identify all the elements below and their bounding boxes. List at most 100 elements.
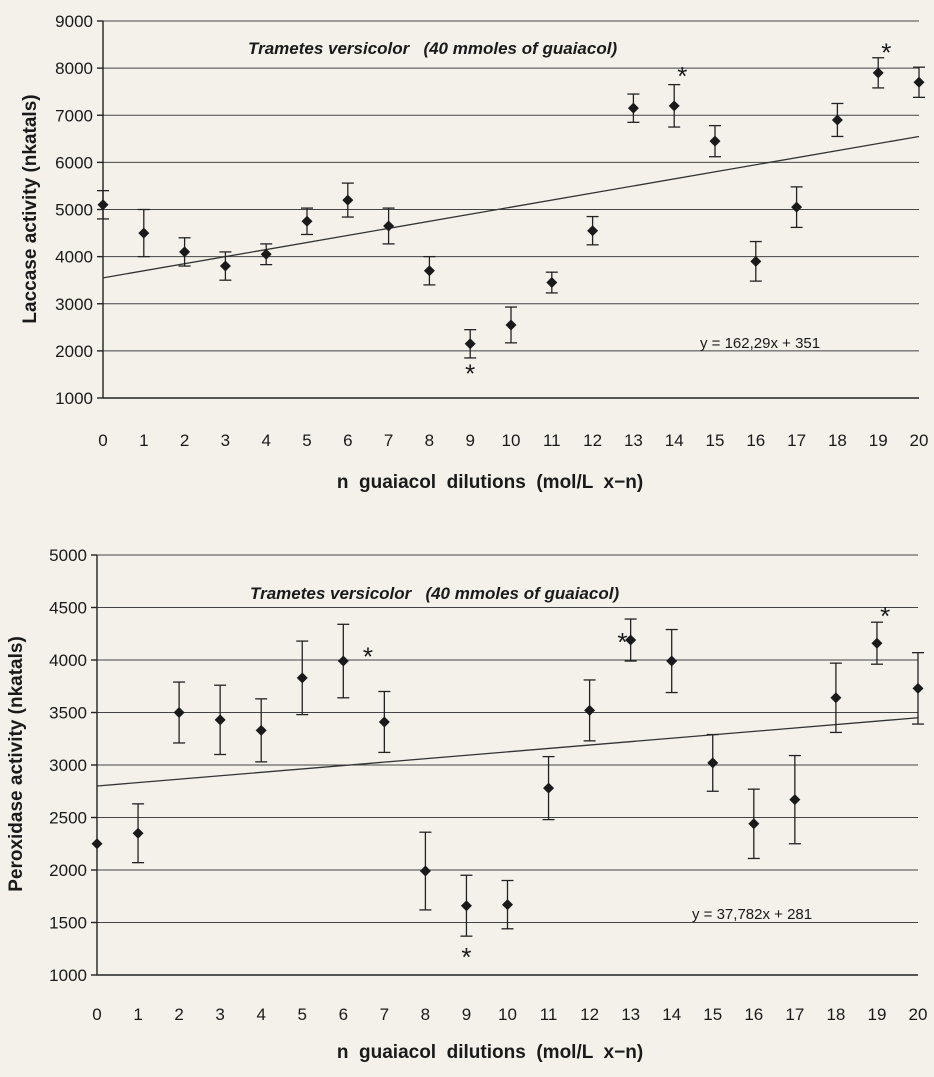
laccase-data-point — [832, 114, 843, 125]
peroxidase-x-tick-label: 0 — [92, 1005, 101, 1024]
peroxidase-x-tick-label: 16 — [744, 1005, 763, 1024]
laccase-x-axis-label: n guaiacol dilutions (mol/L x−n) — [337, 472, 643, 493]
peroxidase-data-point — [871, 638, 882, 649]
laccase-y-axis-label: Laccase activity (nkatals) — [20, 94, 41, 323]
peroxidase-data-point — [133, 828, 144, 839]
peroxidase-data-point — [543, 783, 554, 794]
peroxidase-x-tick-label: 2 — [174, 1005, 183, 1024]
laccase-x-tick-label: 5 — [302, 431, 311, 450]
laccase-y-tick-label: 3000 — [55, 295, 93, 314]
peroxidase-x-tick-label: 7 — [380, 1005, 389, 1024]
laccase-x-tick-label: 4 — [261, 431, 270, 450]
laccase-y-tick-label: 7000 — [55, 106, 93, 125]
peroxidase-x-tick-label: 15 — [703, 1005, 722, 1024]
laccase-data-point — [383, 220, 394, 231]
laccase-data-point — [465, 338, 476, 349]
peroxidase-x-tick-label: 4 — [256, 1005, 265, 1024]
peroxidase-y-tick-label: 2500 — [49, 809, 87, 828]
peroxidase-data-point — [748, 818, 759, 829]
peroxidase-x-tick-label: 18 — [826, 1005, 845, 1024]
peroxidase-significance-asterisk: * — [363, 642, 373, 672]
laccase-x-tick-label: 15 — [706, 431, 725, 450]
laccase-data-point — [302, 216, 313, 227]
laccase-x-tick-label: 1 — [139, 431, 148, 450]
laccase-data-point — [710, 136, 721, 147]
laccase-chart-title: Trametes versicolor (40 mmoles of guaiac… — [248, 39, 617, 58]
peroxidase-x-tick-label: 6 — [339, 1005, 348, 1024]
peroxidase-y-tick-label: 1500 — [49, 914, 87, 933]
peroxidase-y-tick-label: 4000 — [49, 651, 87, 670]
laccase-data-point — [628, 103, 639, 114]
peroxidase-x-tick-label: 11 — [540, 1005, 558, 1024]
peroxidase-data-point — [256, 725, 267, 736]
laccase-data-point — [424, 265, 435, 276]
peroxidase-y-tick-label: 2000 — [49, 861, 87, 880]
peroxidase-x-tick-label: 19 — [867, 1005, 886, 1024]
peroxidase-data-point — [420, 866, 431, 877]
peroxidase-x-tick-label: 17 — [785, 1005, 804, 1024]
laccase-data-point — [587, 225, 598, 236]
laccase-data-point — [914, 77, 925, 88]
peroxidase-significance-asterisk: * — [617, 627, 627, 657]
laccase-significance-asterisk: * — [677, 61, 687, 91]
laccase-x-tick-label: 2 — [180, 431, 189, 450]
peroxidase-x-tick-label: 13 — [621, 1005, 640, 1024]
peroxidase-data-point — [297, 672, 308, 683]
peroxidase-data-point — [707, 757, 718, 768]
laccase-y-tick-label: 8000 — [55, 59, 93, 78]
laccase-data-point — [98, 199, 109, 210]
peroxidase-data-point — [379, 716, 390, 727]
laccase-x-tick-label: 20 — [910, 431, 929, 450]
laccase-x-tick-label: 9 — [465, 431, 474, 450]
laccase-y-tick-label: 2000 — [55, 342, 93, 361]
peroxidase-x-tick-label: 14 — [662, 1005, 681, 1024]
laccase-x-tick-label: 17 — [787, 431, 806, 450]
laccase-significance-asterisk: * — [881, 37, 891, 67]
laccase-x-tick-label: 6 — [343, 431, 352, 450]
peroxidase-y-tick-label: 3000 — [49, 756, 87, 775]
peroxidase-data-point — [830, 692, 841, 703]
peroxidase-data-point — [913, 683, 924, 694]
peroxidase-x-tick-label: 5 — [298, 1005, 307, 1024]
laccase-data-point — [220, 261, 231, 272]
peroxidase-data-point — [174, 707, 185, 718]
peroxidase-data-point — [584, 705, 595, 716]
laccase-x-tick-label: 19 — [869, 431, 888, 450]
peroxidase-y-tick-label: 3500 — [49, 704, 87, 723]
peroxidase-data-point — [502, 899, 513, 910]
peroxidase-data-point — [338, 656, 349, 667]
laccase-x-tick-label: 12 — [583, 431, 602, 450]
laccase-x-tick-label: 16 — [746, 431, 765, 450]
peroxidase-x-tick-label: 3 — [215, 1005, 224, 1024]
peroxidase-data-point — [215, 714, 226, 725]
laccase-data-point — [669, 100, 680, 111]
peroxidase-data-point — [92, 838, 103, 849]
peroxidase-y-tick-label: 1000 — [49, 966, 87, 985]
laccase-data-point — [873, 67, 884, 78]
peroxidase-trend-equation: y = 37,782x + 281 — [692, 906, 812, 923]
laccase-data-point — [342, 195, 353, 206]
peroxidase-x-tick-label: 12 — [580, 1005, 599, 1024]
laccase-data-point — [791, 202, 802, 213]
peroxidase-y-axis-label: Peroxidase activity (nkatals) — [6, 636, 27, 892]
peroxidase-chart-title: Trametes versicolor (40 mmoles of guaiac… — [250, 584, 619, 603]
peroxidase-y-tick-label: 4500 — [49, 599, 87, 618]
peroxidase-x-axis-label: n guaiacol dilutions (mol/L x−n) — [337, 1042, 643, 1063]
peroxidase-x-tick-label: 9 — [462, 1005, 471, 1024]
laccase-x-tick-label: 14 — [665, 431, 684, 450]
laccase-significance-asterisk: * — [465, 359, 475, 389]
laccase-trend-equation: y = 162,29x + 351 — [700, 335, 820, 352]
peroxidase-data-point — [789, 794, 800, 805]
laccase-y-tick-label: 4000 — [55, 248, 93, 267]
peroxidase-x-tick-label: 8 — [421, 1005, 430, 1024]
peroxidase-x-tick-label: 20 — [909, 1005, 928, 1024]
peroxidase-x-tick-label: 1 — [133, 1005, 142, 1024]
peroxidase-y-tick-label: 5000 — [49, 546, 87, 565]
laccase-x-tick-label: 7 — [384, 431, 393, 450]
peroxidase-x-tick-label: 10 — [498, 1005, 517, 1024]
laccase-x-tick-label: 18 — [828, 431, 847, 450]
laccase-data-point — [546, 277, 557, 288]
